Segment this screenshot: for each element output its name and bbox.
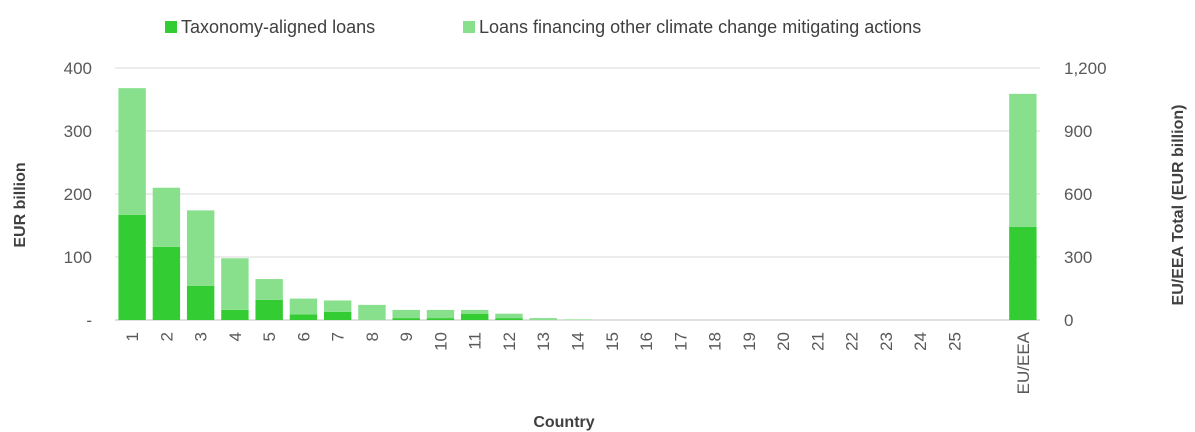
y-tick-label: - bbox=[86, 311, 92, 330]
bar-series-0 bbox=[461, 313, 489, 320]
x-tick-label: 5 bbox=[260, 332, 279, 341]
bar-series-1 bbox=[563, 319, 592, 320]
chart-legend: Taxonomy-aligned loans Loans financing o… bbox=[165, 17, 921, 37]
x-tick-label: 15 bbox=[603, 332, 622, 351]
bar-series-0 bbox=[118, 214, 146, 320]
x-tick-label: 14 bbox=[569, 332, 588, 351]
bar-series-0 bbox=[186, 285, 215, 320]
x-tick-label: 3 bbox=[192, 332, 211, 341]
gridlines bbox=[115, 67, 1040, 321]
x-tick-label: 24 bbox=[911, 332, 930, 351]
x-tick-label: 12 bbox=[500, 332, 519, 351]
secondary-y-axis-title: EU/EEA Total (EUR billion) bbox=[1170, 105, 1187, 306]
legend-label-other-mitigating: Loans financing other climate change mit… bbox=[479, 17, 921, 37]
bar-eu-eea-series-1 bbox=[1009, 93, 1037, 227]
bar-series-1 bbox=[461, 309, 489, 314]
bar-series-0 bbox=[255, 299, 283, 320]
bar-series-1 bbox=[289, 298, 318, 315]
bar-series bbox=[118, 88, 1037, 320]
bar-series-1 bbox=[323, 300, 352, 312]
x-tick-label: 9 bbox=[397, 332, 416, 341]
x-tick-label: 23 bbox=[877, 332, 896, 351]
y2-tick-label: 900 bbox=[1064, 122, 1092, 141]
x-tick-label: 6 bbox=[294, 332, 313, 341]
bar-series-0 bbox=[495, 318, 523, 320]
x-tick-label: 11 bbox=[466, 332, 485, 350]
bar-series-1 bbox=[358, 304, 386, 320]
bar-series-1 bbox=[392, 309, 420, 319]
x-tick-label: 4 bbox=[226, 332, 245, 341]
x-tick-label: 2 bbox=[157, 332, 176, 341]
y-tick-label: 300 bbox=[64, 122, 92, 141]
y2-tick-label: 600 bbox=[1064, 185, 1092, 204]
y-tick-label: 200 bbox=[64, 185, 92, 204]
bar-series-0 bbox=[152, 246, 181, 320]
x-axis-title: Country bbox=[533, 414, 594, 431]
y-tick-label: 400 bbox=[64, 59, 92, 78]
x-tick-label: 10 bbox=[431, 332, 450, 351]
bar-series-0 bbox=[323, 311, 352, 320]
bar-series-0 bbox=[289, 314, 318, 320]
legend-swatch-other-mitigating bbox=[463, 21, 475, 33]
y-tick-label: 100 bbox=[64, 248, 92, 267]
secondary-y-axis-ticks: 0 300 600 900 1,200 bbox=[1064, 59, 1107, 330]
x-tick-label: 16 bbox=[637, 332, 656, 351]
legend-label-taxonomy-aligned: Taxonomy-aligned loans bbox=[181, 17, 375, 37]
bar-series-1 bbox=[221, 258, 249, 310]
x-tick-label: 18 bbox=[706, 332, 725, 351]
y2-tick-label: 1,200 bbox=[1064, 59, 1107, 78]
x-tick-label: 22 bbox=[843, 332, 862, 351]
x-tick-label: 1 bbox=[123, 332, 142, 341]
y2-tick-label: 300 bbox=[1064, 248, 1092, 267]
x-tick-label: 21 bbox=[808, 332, 827, 351]
x-tick-label: 25 bbox=[945, 332, 964, 351]
bar-series-1 bbox=[118, 88, 146, 215]
x-tick-label: 17 bbox=[671, 332, 690, 351]
x-tick-label: EU/EEA bbox=[1014, 331, 1033, 394]
x-tick-label: 20 bbox=[774, 332, 793, 351]
x-tick-label: 19 bbox=[740, 332, 759, 351]
bar-series-1 bbox=[186, 210, 215, 286]
x-tick-label: 8 bbox=[363, 332, 382, 341]
bar-series-0 bbox=[426, 318, 455, 320]
bar-series-1 bbox=[152, 187, 181, 247]
bar-series-1 bbox=[529, 318, 557, 320]
bar-series-1 bbox=[255, 279, 283, 300]
x-tick-label: 13 bbox=[534, 332, 553, 351]
y-axis-title: EUR billion bbox=[12, 162, 29, 247]
y2-tick-label: 0 bbox=[1064, 311, 1073, 330]
x-tick-label: 7 bbox=[329, 332, 348, 341]
bar-eu-eea-series-0 bbox=[1009, 226, 1037, 320]
bar-series-0 bbox=[392, 318, 420, 320]
bar-series-0 bbox=[221, 309, 249, 320]
x-axis-ticks: 1 2 3 4 5 6 7 8 9 10 11 12 13 14 15 16 17 18 19 20 21 22 23 24 2… bbox=[123, 331, 1033, 394]
y-axis-ticks: - 100 200 300 400 bbox=[64, 59, 92, 330]
bar-series-1 bbox=[495, 313, 523, 319]
bar-series-1 bbox=[426, 309, 455, 319]
legend-swatch-taxonomy-aligned bbox=[165, 21, 177, 33]
